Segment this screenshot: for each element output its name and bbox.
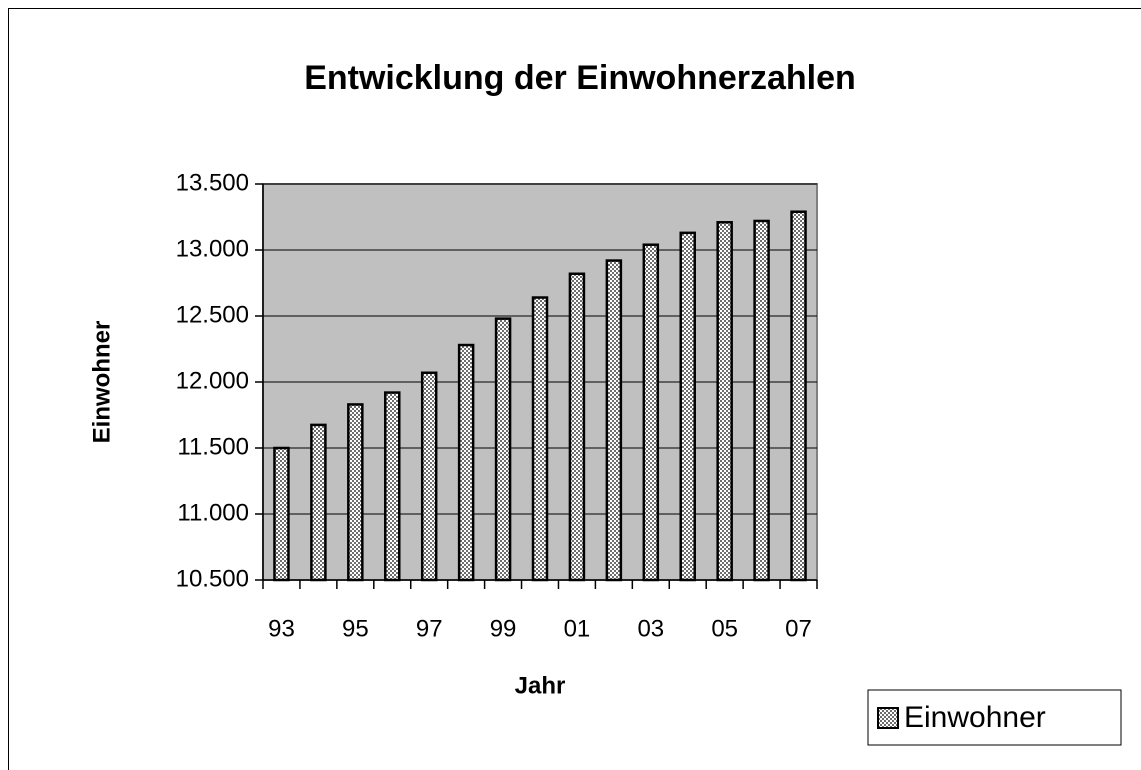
y-tick-label: 11.500: [177, 433, 249, 460]
y-tick-label: 13.000: [176, 235, 249, 262]
x-tick-label: 07: [785, 615, 812, 642]
legend-swatch: [877, 707, 899, 729]
y-tick-label: 13.500: [176, 169, 249, 196]
x-tick-label: 05: [711, 615, 738, 642]
x-tick-label: 95: [342, 615, 369, 642]
bar: [790, 210, 807, 582]
bar: [310, 423, 327, 582]
legend-label: Einwohner: [904, 701, 1046, 734]
bar: [531, 296, 549, 582]
x-tick-label: 97: [416, 615, 443, 642]
y-tick-label: 12.000: [176, 367, 249, 394]
bar: [347, 403, 364, 582]
x-axis-label: Jahr: [515, 672, 566, 699]
bar: [420, 371, 438, 582]
bar: [568, 272, 586, 582]
x-tick-label: 93: [268, 615, 295, 642]
x-tick-label: 03: [637, 615, 664, 642]
bar: [642, 243, 660, 582]
legend-box: [867, 689, 1122, 746]
chart-title: Entwicklung der Einwohnerzahlen: [304, 59, 856, 97]
y-axis-label: Einwohner: [88, 321, 115, 444]
bar: [605, 259, 623, 582]
bar: [494, 317, 512, 582]
x-tick-label: 99: [490, 615, 517, 642]
bar: [273, 446, 290, 582]
bar: [716, 221, 733, 582]
x-tick-label: 01: [564, 615, 591, 642]
bar: [753, 219, 770, 582]
y-tick-label: 10.500: [176, 565, 249, 592]
bar: [384, 391, 401, 582]
bar: [679, 231, 696, 582]
y-tick-label: 11.000: [177, 499, 249, 526]
y-tick-label: 12.500: [176, 301, 249, 328]
bar: [457, 343, 475, 582]
